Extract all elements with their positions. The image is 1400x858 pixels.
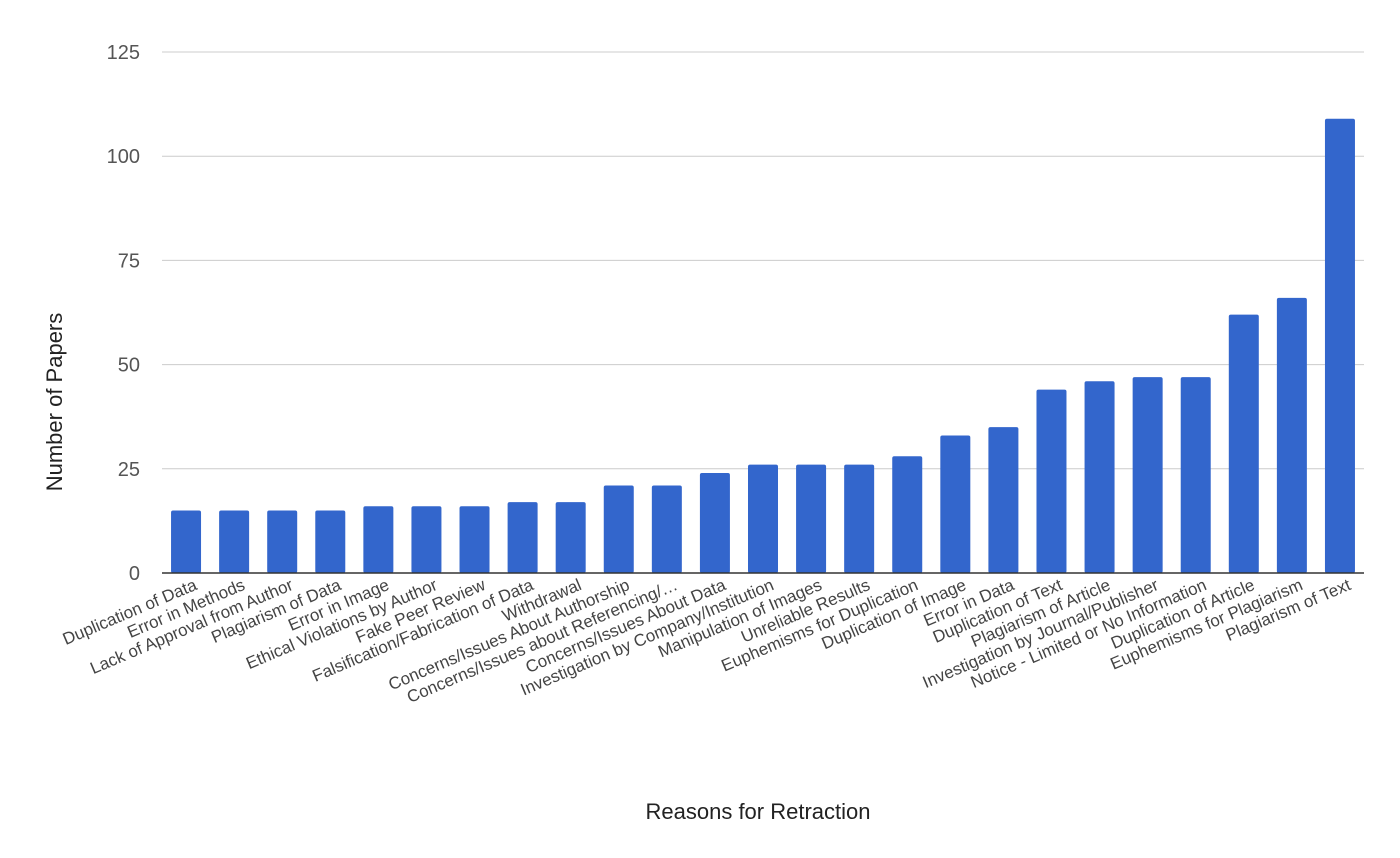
y-tick-label: 100 bbox=[107, 146, 140, 168]
bar bbox=[507, 502, 538, 573]
x-axis-title: Reasons for Retraction bbox=[646, 799, 871, 824]
bar bbox=[1228, 314, 1259, 573]
bar bbox=[651, 485, 682, 573]
y-tick-label: 50 bbox=[118, 355, 140, 377]
bar bbox=[1276, 297, 1307, 573]
bar bbox=[940, 435, 971, 573]
bar bbox=[219, 510, 250, 573]
bar bbox=[363, 506, 394, 573]
bar bbox=[748, 464, 778, 573]
y-tick-label: 125 bbox=[107, 42, 140, 64]
bar bbox=[1324, 118, 1355, 574]
bar bbox=[411, 506, 442, 573]
bar bbox=[267, 510, 298, 573]
bar bbox=[796, 464, 827, 573]
bar bbox=[1036, 389, 1067, 573]
bar bbox=[459, 506, 490, 573]
bar bbox=[603, 485, 634, 573]
bar bbox=[699, 472, 730, 573]
y-tick-label: 0 bbox=[129, 563, 140, 585]
bars bbox=[171, 118, 1355, 574]
bar bbox=[1180, 377, 1211, 573]
bar bbox=[315, 510, 346, 573]
y-tick-label: 75 bbox=[118, 250, 140, 272]
gridlines bbox=[162, 51, 1364, 470]
bar bbox=[1084, 381, 1115, 573]
y-axis-title: Number of Papers bbox=[42, 313, 67, 492]
bar bbox=[555, 502, 586, 573]
bar bbox=[844, 464, 875, 573]
bar bbox=[1132, 377, 1163, 573]
y-tick-label: 25 bbox=[118, 459, 140, 481]
bar bbox=[988, 427, 1019, 573]
bar bbox=[171, 510, 202, 573]
bar bbox=[892, 456, 923, 573]
y-axis-ticks: 0 25 50 75 100 125 bbox=[107, 42, 140, 585]
